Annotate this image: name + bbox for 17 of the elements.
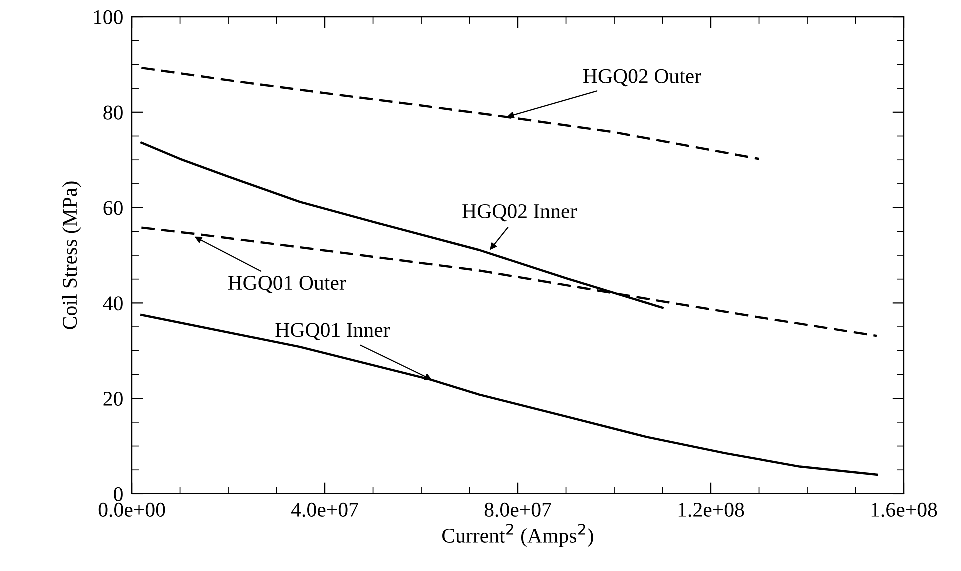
y-tick-label: 20 xyxy=(104,392,123,406)
annotation: HGQ01 Outer xyxy=(228,276,346,294)
y-axis-title: Coil Stress (MPa) xyxy=(62,182,82,330)
x-tick-label: 0.0e+00 xyxy=(98,502,166,518)
x-tick-label: 1.6e+08 xyxy=(872,502,938,518)
annotation: HGQ02 Outer xyxy=(584,69,702,87)
y-tick-label: 100 xyxy=(94,10,123,24)
x-tick-label: 1.2e+08 xyxy=(678,502,744,518)
y-tick-label: 0 xyxy=(114,487,123,502)
x-tick-label: 4.0e+07 xyxy=(292,502,358,518)
annotation: HGQ01 Inner xyxy=(276,323,390,340)
y-tick-label: 40 xyxy=(103,296,123,311)
x-tick-label: 8.0e+07 xyxy=(484,502,552,518)
x-axis-title: Current$^{2}$ (Amps$^{2}$) xyxy=(442,524,594,548)
y-tick-label: 80 xyxy=(104,106,123,120)
y-tick-label: 60 xyxy=(104,201,123,216)
annotation: HGQ02 Inner xyxy=(462,204,577,222)
